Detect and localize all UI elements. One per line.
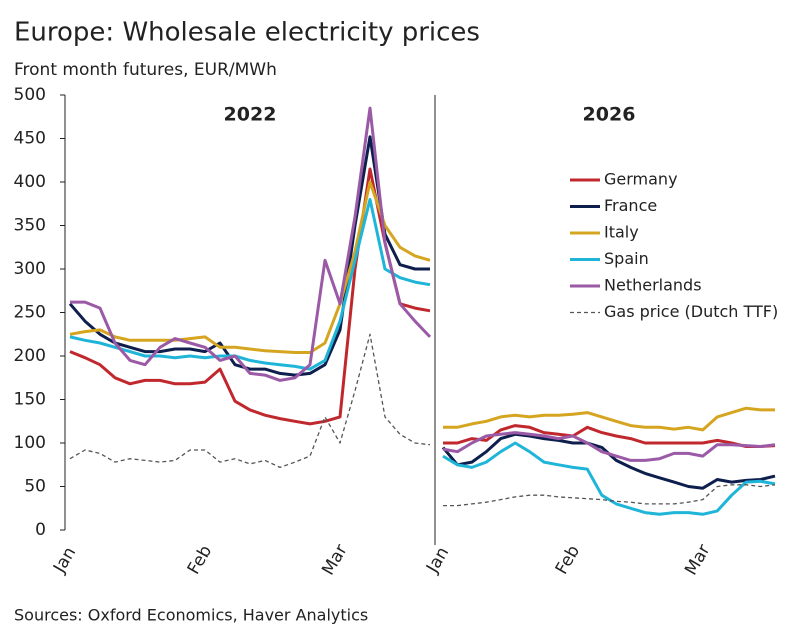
- x-tick-label: Jan: [422, 544, 453, 578]
- y-tick-label: 50: [24, 477, 46, 497]
- x-tick-label: Mar: [318, 541, 351, 579]
- y-tick-label: 500: [14, 85, 46, 105]
- y-tick-label: 200: [14, 346, 46, 366]
- series-line: [443, 406, 775, 432]
- y-tick-label: 400: [14, 172, 46, 192]
- panel-title: 2026: [583, 104, 636, 126]
- x-tick-label: Feb: [184, 542, 216, 578]
- series-line: [69, 167, 431, 426]
- y-tick-label: 350: [14, 216, 46, 236]
- series-line: [69, 333, 431, 469]
- series-line: [69, 180, 431, 354]
- legend-label: Gas price (Dutch TTF): [604, 302, 778, 321]
- legend-label: Spain: [604, 249, 649, 268]
- y-tick-label: 0: [35, 520, 46, 540]
- legend-label: France: [604, 196, 657, 215]
- series-line: [69, 197, 431, 371]
- source: Sources: Oxford Economics, Haver Analyti…: [14, 606, 368, 625]
- series-line: [68, 135, 430, 377]
- x-tick-label: Mar: [681, 541, 714, 579]
- series-line: [442, 431, 776, 462]
- subtitle: Front month futures, EUR/MWh: [14, 60, 277, 80]
- series-line: [443, 484, 776, 507]
- series-line: [70, 106, 432, 382]
- y-tick-label: 100: [14, 433, 46, 453]
- y-tick-label: 300: [14, 259, 46, 279]
- y-tick-label: 450: [14, 129, 46, 149]
- series-line: [443, 424, 776, 448]
- y-tick-label: 150: [14, 390, 46, 410]
- x-tick-label: Jan: [49, 544, 80, 578]
- title: Europe: Wholesale electricity prices: [14, 18, 480, 48]
- y-tick-label: 250: [14, 303, 46, 323]
- panel-title: 2022: [224, 104, 277, 126]
- series-line: [442, 441, 776, 516]
- legend-label: Germany: [604, 170, 678, 189]
- x-tick-label: Feb: [552, 542, 584, 578]
- legend-label: Netherlands: [604, 276, 702, 295]
- legend-label: Italy: [604, 223, 639, 242]
